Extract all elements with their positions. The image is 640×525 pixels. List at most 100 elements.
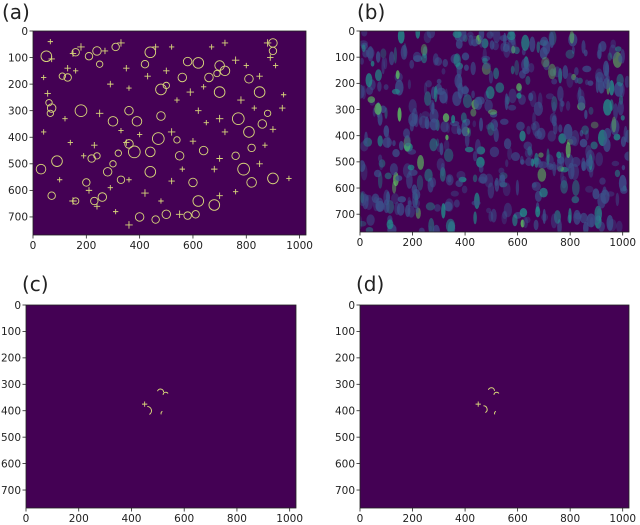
plot-area [33, 31, 306, 235]
intensity-blob [522, 216, 529, 229]
intensity-blob [381, 57, 385, 75]
x-tick-label: 400 [121, 513, 141, 525]
circle-marker [151, 132, 165, 145]
circle-marker [253, 86, 266, 98]
intensity-blob [451, 123, 460, 135]
intensity-blob [384, 172, 392, 180]
intensity-blob [571, 195, 580, 204]
circle-marker [257, 119, 267, 129]
intensity-blob [551, 78, 558, 85]
cross-marker [475, 401, 481, 407]
circle-marker [84, 52, 94, 61]
intensity-blob [478, 173, 488, 184]
intensity-blob [433, 204, 441, 212]
intensity-blob [388, 51, 395, 66]
intensity-blob [595, 68, 603, 83]
panel-c: (c) 0 200 400 600 800 1000 0 100 200 300 400 500 600… [1, 272, 303, 525]
intensity-blob [606, 215, 614, 231]
x-tick-label: 200 [403, 513, 423, 525]
intensity-blob [516, 83, 522, 92]
axes: 0 200 400 600 800 1000 0 100 200 300 400 500 600 700 [335, 300, 636, 525]
cross-marker [208, 44, 215, 50]
intensity-blob [464, 146, 474, 153]
circle-marker [162, 81, 170, 90]
cross-marker [272, 62, 279, 69]
intensity-blob [462, 94, 472, 108]
intensity-blob [530, 122, 537, 131]
intensity-blob [526, 125, 531, 135]
intensity-blob [380, 48, 387, 59]
cross-marker [126, 177, 132, 183]
intensity-blob [569, 136, 577, 146]
intensity-blob [621, 164, 626, 171]
intensity-blob [360, 57, 364, 65]
cross-marker [64, 64, 71, 72]
x-tick-label: 1000 [286, 240, 313, 252]
intensity-blob [391, 193, 400, 205]
intensity-blob [571, 129, 580, 147]
intensity-blob [378, 159, 386, 168]
intensity-blob [397, 107, 402, 122]
intensity-blob [550, 213, 558, 229]
cross-marker [69, 197, 77, 205]
intensity-blob [553, 66, 561, 78]
intensity-blob [507, 38, 517, 54]
circle-marker [45, 99, 53, 107]
circle-marker [63, 73, 72, 82]
intensity-blob [566, 72, 574, 88]
circle-marker [246, 177, 257, 188]
circle-marker [58, 72, 66, 80]
panel-a: (a) 0 200 400 600 800 1000 0 100 200 300 400 500 600… [2, 0, 313, 252]
intensity-blob [488, 70, 494, 84]
circle-marker [213, 86, 226, 98]
intensity-blob [481, 55, 491, 62]
intensity-blob [507, 104, 517, 111]
cross-marker [142, 401, 148, 407]
intensity-blob [519, 155, 524, 165]
intensity-blob [613, 133, 621, 141]
cross-marker [144, 72, 151, 80]
intensity-blob [585, 185, 594, 193]
intensity-blob [542, 208, 546, 225]
circle-marker [192, 195, 205, 207]
y-tick-label: 700 [1, 485, 21, 497]
y-tick-label: 200 [335, 78, 355, 90]
y-tick-label: 600 [335, 183, 355, 195]
intensity-blob [416, 174, 424, 191]
intensity-blob [590, 141, 598, 150]
y-tick-label: 700 [335, 485, 355, 497]
intensity-blob [585, 130, 590, 141]
intensity-blob [520, 219, 525, 228]
intensity-blob [553, 210, 561, 224]
x-tick-label: 1000 [276, 513, 303, 525]
intensity-blob [490, 118, 498, 132]
intensity-layer [360, 31, 629, 232]
x-tick-label: 600 [183, 240, 203, 252]
cross-marker [251, 105, 257, 111]
intensity-blob [528, 92, 534, 102]
circle-marker [263, 109, 272, 117]
intensity-blob [464, 132, 470, 148]
cross-marker [72, 68, 79, 74]
intensity-blob [519, 130, 526, 142]
intensity-blob [478, 164, 484, 173]
intensity-blob [441, 203, 446, 219]
circle-marker [144, 46, 157, 59]
intensity-blob [512, 214, 518, 227]
intensity-blob [590, 121, 599, 129]
intensity-blob [436, 158, 445, 171]
intensity-blob [484, 173, 494, 188]
x-tick-label: 600 [508, 513, 528, 525]
intensity-blob [407, 148, 417, 155]
intensity-blob [588, 106, 594, 115]
intensity-blob [503, 202, 513, 218]
cross-marker [80, 153, 87, 159]
intensity-blob [453, 199, 460, 208]
y-tick-label: 300 [335, 104, 355, 116]
x-tick-label: 0 [357, 237, 364, 249]
intensity-blob [405, 204, 411, 217]
intensity-blob [565, 49, 575, 59]
intensity-blob [400, 45, 408, 60]
intensity-blob [424, 91, 432, 106]
